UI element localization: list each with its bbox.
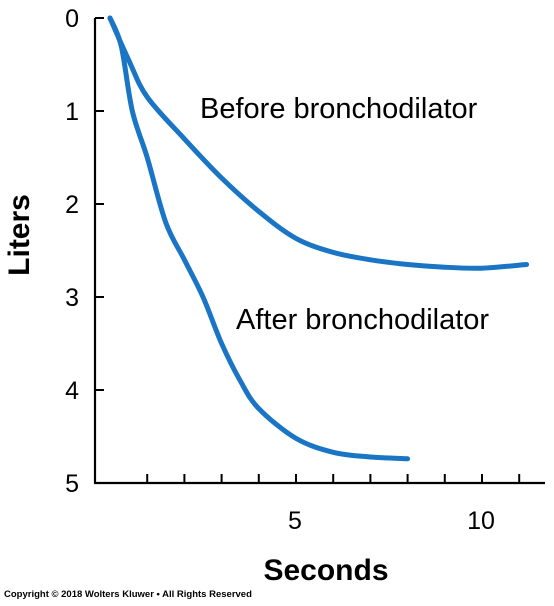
y-tick-label: 5 [65,470,79,498]
series-line-before-bronchodilator [107,15,530,271]
y-axis-title: Liters [3,194,36,276]
ticks [95,17,521,484]
x-tick-label: 5 [288,507,302,535]
series-lines [107,15,530,462]
series-label-before-bronchodilator: Before bronchodilator [200,93,478,125]
y-tick-label: 1 [65,98,79,126]
y-tick-label: 0 [65,5,79,33]
series-label-after-bronchodilator: After bronchodilator [236,304,489,336]
y-tick-label: 4 [65,377,79,405]
y-tick-label: 2 [65,191,79,219]
y-tick-label: 3 [65,284,79,312]
chart: 0 1 2 3 4 5 5 10 Before bronchodilator After br… [3,5,545,587]
axes [93,18,545,485]
copyright-notice: Copyright © 2018 Wolters Kluwer • All Ri… [4,589,252,600]
x-axis-title: Seconds [263,554,388,587]
series-line-after-bronchodilator [107,15,411,462]
x-tick-label: 10 [467,507,495,535]
tick-labels: 0 1 2 3 4 5 5 10 [65,5,495,535]
